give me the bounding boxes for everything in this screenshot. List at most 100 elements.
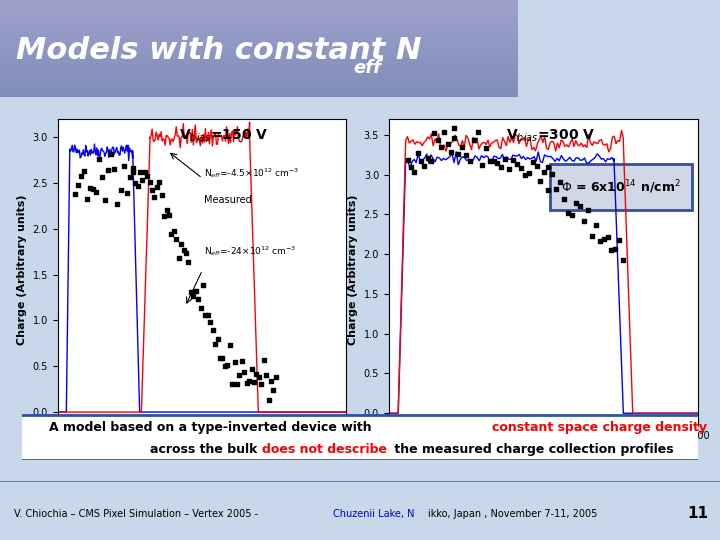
Bar [0,23,518,24]
Bar [0,38,518,39]
Point [163,211,175,219]
Point [114,185,126,194]
Point [574,201,585,210]
Text: N$_{eff}$=-24×10$^{12}$ cm$^{-3}$: N$_{eff}$=-24×10$^{12}$ cm$^{-3}$ [204,245,297,258]
Bar [0,10,518,11]
Point [127,168,138,177]
Bar [0,84,518,85]
Bar [0,80,518,82]
Bar [0,82,518,83]
Bar [0,7,518,8]
Bar [0,15,518,16]
Point [76,172,87,180]
Point [180,249,192,258]
Text: 11: 11 [688,506,708,521]
Bar [0,63,518,64]
Point [212,335,223,343]
Bar [0,77,518,78]
Bar [0,34,518,35]
Bar [0,2,518,3]
Point [582,206,593,214]
Point [127,164,138,172]
Bar [0,86,518,87]
Text: Chuzenii Lake, N: Chuzenii Lake, N [333,509,415,518]
Point [233,370,245,379]
Point [613,236,625,245]
Point [149,192,161,201]
Bar [0,58,518,59]
Point [238,367,250,376]
Bar [0,32,518,33]
Point [195,303,207,312]
Bar [0,60,518,61]
Bar [0,83,518,84]
Point [402,156,413,164]
Bar [0,6,518,7]
Bar [0,66,518,67]
Point [436,143,447,152]
Bar [0,68,518,69]
Text: N$_{eff}$=-4.5×10$^{12}$ cm$^{-3}$: N$_{eff}$=-4.5×10$^{12}$ cm$^{-3}$ [204,166,300,180]
Point [428,129,440,138]
Point [442,140,454,149]
Bar [0,29,518,30]
Bar [0,0,518,1]
Text: V$_{bias}$=150 V: V$_{bias}$=150 V [179,128,268,144]
Point [109,165,120,173]
Point [492,159,503,167]
Point [190,287,202,295]
Bar [0,94,518,95]
Point [263,396,274,404]
Bar [0,1,518,2]
Point [251,370,262,379]
Point [183,258,194,266]
Point [531,161,542,170]
Point [453,150,464,158]
Bar [0,93,518,94]
Point [618,255,629,264]
Point [508,156,519,164]
Point [412,149,423,158]
X-axis label: Position (μm): Position (μm) [154,447,249,460]
Point [132,181,143,190]
Bar [0,31,518,32]
Point [586,232,598,241]
Point [121,188,132,197]
Point [456,143,468,151]
Point [141,171,153,180]
Point [72,180,84,189]
Point [558,194,570,203]
Point [527,158,539,166]
Point [153,178,165,186]
Bar [0,18,518,19]
Bar [0,90,518,91]
Point [554,177,566,186]
Point [606,245,617,254]
Text: Measured: Measured [204,195,252,206]
Point [130,178,141,187]
Point [246,365,257,374]
Bar [0,14,518,15]
Bar [0,79,518,80]
Bar [0,4,518,5]
Point [539,168,550,177]
Text: V. Chiochia – CMS Pixel Simulation – Vertex 2005 -: V. Chiochia – CMS Pixel Simulation – Ver… [14,509,261,518]
Point [422,153,433,162]
Bar [0,49,518,50]
Point [449,124,460,132]
Bar [0,69,518,70]
Point [166,230,177,238]
Point [156,191,168,200]
Bar [0,95,518,96]
Point [268,385,279,394]
Point [519,171,531,179]
Bar [0,26,518,27]
Point [523,169,534,178]
Bar [0,40,518,41]
Point [103,166,114,174]
Point [253,373,264,381]
Bar [0,41,518,42]
Point [231,380,243,388]
Bar [0,65,518,66]
Point [405,162,417,171]
